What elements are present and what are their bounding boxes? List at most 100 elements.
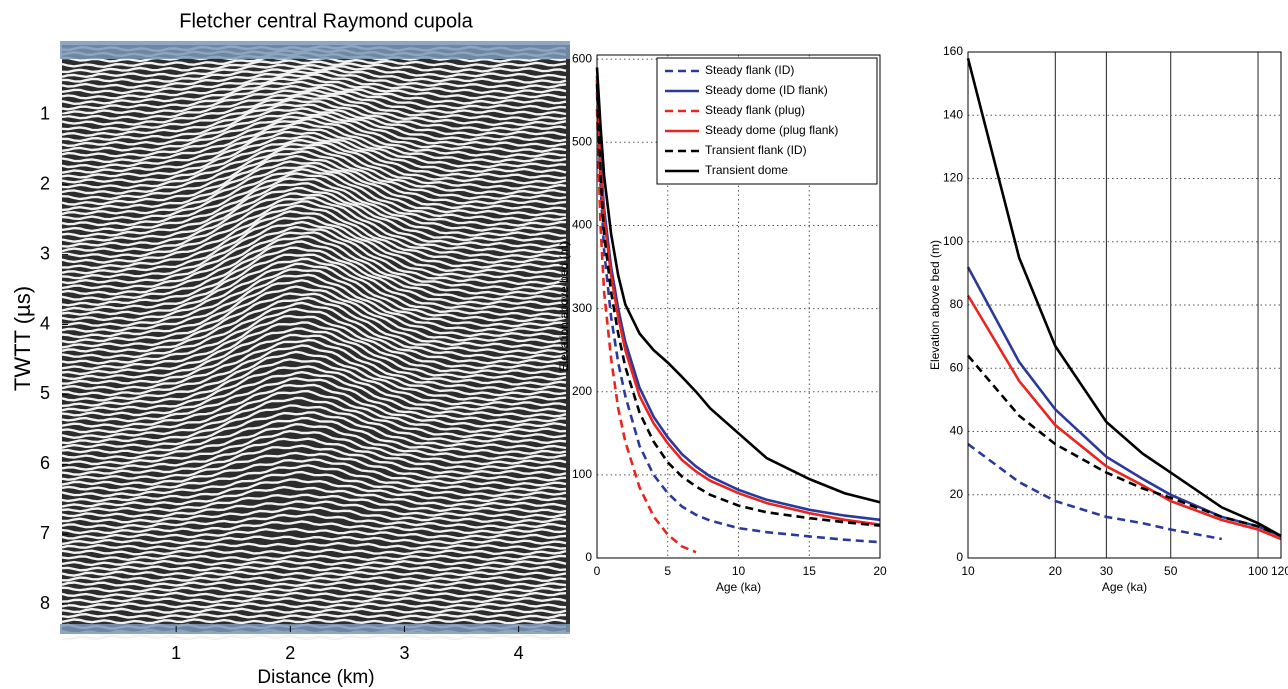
- radar-stripe: [61, 478, 567, 503]
- radar-stripe: [61, 95, 567, 127]
- radar-stripe: [61, 273, 567, 333]
- x-tick-label: 15: [803, 564, 817, 578]
- radar-stripe: [61, 607, 567, 614]
- radar-stripe: [62, 429, 567, 466]
- radar-edge-top: [60, 41, 570, 59]
- y-tick-label: 7: [40, 523, 50, 543]
- radar-stripe: [61, 404, 567, 445]
- radar-stripe: [61, 200, 567, 259]
- radar-stripe: [61, 70, 567, 90]
- radar-edge-bottom: [60, 624, 570, 634]
- radar-stripe: [61, 307, 567, 365]
- x-tick-label: 50: [1164, 564, 1178, 578]
- radar-stripe: [61, 220, 567, 280]
- radar-stripe: [61, 80, 567, 106]
- radar-stripe: [61, 396, 567, 440]
- legend-box: [656, 57, 878, 185]
- x-tick-label: 10: [961, 564, 975, 578]
- radar-stripe: [61, 389, 567, 434]
- y-tick-label: 1: [40, 104, 50, 124]
- radar-stripe: [61, 581, 567, 588]
- radar-stripe: [61, 535, 567, 546]
- legend-label: Transient dome: [705, 163, 788, 177]
- y-tick-label: 300: [572, 301, 592, 315]
- radar-stripe: [61, 527, 567, 540]
- radar-stripe: [61, 506, 567, 524]
- y-tick-label: 200: [572, 384, 592, 398]
- radar-stripe: [61, 554, 567, 562]
- radar-stripe: [61, 338, 567, 392]
- radar-stripe: [61, 314, 567, 371]
- x-axis-label: Age (ka): [716, 580, 761, 594]
- radar-stripe: [61, 225, 567, 286]
- radar-stripe: [61, 177, 567, 233]
- radar-stripe: [61, 115, 567, 153]
- y-tick-label: 6: [40, 453, 50, 473]
- radar-stripe: [61, 612, 567, 620]
- radar-stripe: [61, 301, 567, 360]
- radar-stripe: [61, 216, 567, 275]
- radar-stripe: [61, 88, 567, 116]
- radar-stripe: [61, 285, 567, 344]
- radar-stripe: [62, 333, 567, 386]
- radar-stripe: [61, 76, 567, 100]
- radar-stripe: [61, 458, 567, 487]
- radar-stripe: [61, 422, 567, 460]
- series-line: [967, 443, 1223, 541]
- series-line: [595, 79, 881, 526]
- radar-stripe: [61, 240, 567, 301]
- radar-stripe: [61, 210, 567, 270]
- radar-stripe: [61, 365, 567, 413]
- y-axis-label: TWTT (µs): [10, 286, 35, 391]
- radar-stripe: [61, 559, 567, 567]
- plot-area: [968, 52, 1281, 558]
- radar-stripe: [61, 235, 566, 296]
- radar-stripe: [61, 192, 567, 249]
- y-tick-label: 60: [950, 360, 964, 374]
- x-tick-label: 10: [732, 564, 746, 578]
- radar-stripe: [61, 570, 567, 577]
- radar-stripe: [61, 196, 567, 254]
- x-tick-label: 5: [664, 564, 671, 578]
- series-line: [967, 354, 1282, 538]
- y-tick-label: 5: [40, 383, 50, 403]
- y-tick-label: 4: [40, 313, 50, 333]
- x-tick-label: 100: [1248, 564, 1268, 578]
- radar-stripe: [61, 485, 567, 508]
- y-axis-label: Elevation above bed (m): [928, 240, 942, 370]
- radar-stripe: [61, 500, 567, 519]
- series-line: [595, 92, 881, 544]
- y-tick-label: 160: [943, 44, 963, 58]
- y-tick-label: 20: [950, 487, 964, 501]
- y-tick-label: 120: [943, 171, 963, 185]
- radar-stripe: [61, 451, 567, 482]
- series-line: [595, 67, 881, 504]
- radar-stripe: [61, 548, 567, 556]
- radar-stripe: [61, 66, 567, 84]
- radar-stripe: [61, 597, 567, 604]
- radar-stripe: [61, 602, 567, 609]
- radar-stripe: [61, 167, 567, 222]
- radar-stripe: [61, 437, 567, 471]
- radar-stripe: [61, 321, 567, 376]
- x-axis-label: Distance (km): [257, 667, 374, 688]
- series-line: [595, 108, 697, 554]
- series-line: [595, 84, 881, 527]
- y-tick-label: 500: [572, 134, 592, 148]
- y-tick-label: 0: [585, 550, 592, 564]
- y-tick-label: 0: [956, 550, 963, 564]
- legend-label: Steady dome (plug flank): [705, 123, 838, 137]
- radar-stripe: [61, 565, 567, 572]
- series-line: [966, 294, 1282, 541]
- y-tick-label: 140: [943, 107, 963, 121]
- x-tick-label: 4: [514, 643, 524, 663]
- radar-stripe: [61, 91, 567, 122]
- radar-stripe: [62, 575, 567, 583]
- radar-stripe: [61, 344, 567, 397]
- radar-stripe: [61, 444, 567, 476]
- x-tick-label: 20: [873, 564, 887, 578]
- radar-stripe: [61, 111, 567, 148]
- radar-stripe: [61, 172, 567, 227]
- radar-stripe: [61, 416, 567, 455]
- radar-stripe: [61, 121, 567, 164]
